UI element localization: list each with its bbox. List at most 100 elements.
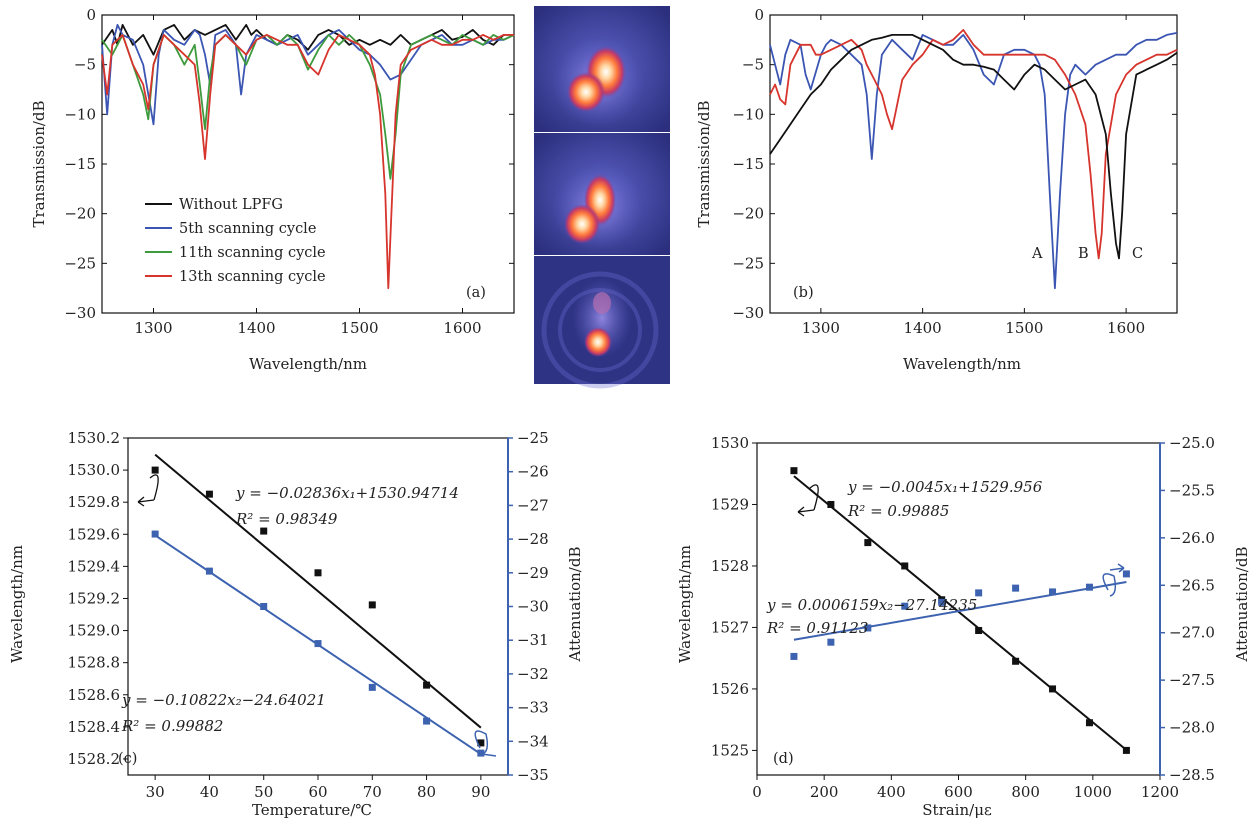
panel-a-ytick-label: 0 <box>86 6 96 24</box>
panel-b-xtick-label: 1300 <box>802 319 840 337</box>
panel-c-ytick-label-right: −30 <box>517 598 549 616</box>
panel-c-ytick-label-right: −27 <box>517 496 549 514</box>
panel-c-data-point-2 <box>151 530 159 538</box>
panel-b-ytick-label: −30 <box>732 304 764 322</box>
panel-c-xtick-label: 40 <box>200 783 219 801</box>
mode-field-images <box>534 6 670 389</box>
panel-c-xtick-label: 90 <box>471 783 490 801</box>
panel-d-data-point-1 <box>901 562 909 570</box>
panel-a-series-line-4 <box>101 34 514 290</box>
panel-c-data-point-1 <box>260 527 268 535</box>
panel-c: 30 40 50 60 70 80 90 1528.2 1528.4 1528.6 1528.8 15… <box>8 429 584 819</box>
panel-a-xlabel: Wavelength/nm <box>249 355 367 373</box>
panel-c-ytick-label: 1529.0 <box>68 622 121 640</box>
panel-b-xtick-label: 1500 <box>1005 319 1043 337</box>
panel-d-r2-2: R² = 0.91123 <box>766 619 868 637</box>
panel-c-xtick-label: 70 <box>363 783 382 801</box>
panel-d-data-point-1 <box>975 627 983 635</box>
panel-a-ytick-label: −10 <box>64 105 96 123</box>
panel-d-xtick-label: 600 <box>944 783 973 801</box>
panel-d-ytick-label: 1528 <box>711 557 749 575</box>
panel-d-data-point-2 <box>1122 570 1130 578</box>
panel-b-plot-frame <box>769 14 1178 314</box>
panel-b-ylabel: Transmission/dB <box>695 100 713 227</box>
panel-d-data-point-2 <box>827 638 835 646</box>
panel-c-left-axis-arrow <box>137 474 159 507</box>
panel-d-xtick-label: 0 <box>752 783 762 801</box>
panel-d-data-point-1 <box>1012 657 1020 665</box>
panel-b-label: (b) <box>793 285 814 301</box>
panel-c-ytick-label-right: −32 <box>517 665 549 683</box>
panel-b-ytick-label: 0 <box>754 6 764 24</box>
panel-d-ytick-label: 1529 <box>711 495 749 513</box>
panel-c-ytick-label: 1530.2 <box>68 429 121 447</box>
panel-a-series-line-3 <box>101 34 515 180</box>
panel-d-data-point-1 <box>1122 746 1130 754</box>
panel-d-fit-line-1 <box>793 475 1128 751</box>
panel-d-ytick-label: 1527 <box>711 618 749 636</box>
panel-d-label: (d) <box>773 751 794 767</box>
panel-b-xtick-label: 1600 <box>1107 319 1145 337</box>
panel-d-equation-1: y = −0.0045x₁+1529.956 <box>847 478 1043 496</box>
panel-d-equation-2: y = 0.0006159x₂−27.14235 <box>766 596 977 614</box>
panel-c-ytick-label-right: −31 <box>517 631 549 649</box>
panel-d-xtick-label: 200 <box>810 783 839 801</box>
panel-c-ytick-label: 1529.2 <box>68 589 121 607</box>
panel-d-ytick-label: 1526 <box>711 680 749 698</box>
panel-c-data-point-2 <box>260 603 268 610</box>
panel-c-ytick-label: 1530.0 <box>68 461 121 479</box>
panel-a-ylabel: Transmission/dB <box>30 100 48 227</box>
panel-c-xtick-label: 80 <box>417 783 436 801</box>
panel-d-data-point-1 <box>827 500 835 508</box>
panel-c-data-point-1 <box>477 739 485 747</box>
panel-c-ytick-label-right: −26 <box>517 463 549 481</box>
panel-b-ytick-label: −20 <box>732 205 764 223</box>
panel-b-annotation-a: A <box>1031 246 1043 262</box>
panel-d-r2-1: R² = 0.99885 <box>847 502 949 520</box>
panel-d-fit-line-2 <box>793 580 1127 641</box>
panel-b-annotation-b: B <box>1078 246 1089 262</box>
panel-d-data-point-2 <box>1012 584 1020 592</box>
panel-d-data-point-2 <box>864 624 872 632</box>
panel-c-data-point-2 <box>477 749 485 757</box>
panel-c-ytick-label: 1529.4 <box>68 557 121 575</box>
panel-c-data-point-1 <box>423 681 431 689</box>
panel-d-ytick-label-right: −27.0 <box>1169 624 1215 642</box>
panel-c-xtick-label: 30 <box>146 783 165 801</box>
panel-c-data-point-1 <box>205 490 213 498</box>
legend-entry-13th-cycle: 13th scanning cycle <box>179 269 326 285</box>
panel-c-ytick-label: 1529.6 <box>68 525 121 543</box>
panel-b-series-line-2 <box>769 29 1178 260</box>
legend-entry-without-lpfg: Without LPFG <box>179 197 283 213</box>
panel-c-label: (c) <box>118 751 137 767</box>
panel-c-data-point-2 <box>205 567 213 575</box>
panel-d-data-point-1 <box>1085 719 1093 727</box>
panel-a: 1300 1400 1500 1600 0 −5 −10 −15 −20 −25 −30 (a) W… <box>30 6 515 373</box>
panel-d-data-point-2 <box>901 602 909 610</box>
panel-b-xtick-label: 1400 <box>904 319 942 337</box>
panel-c-ytick-label-right: −34 <box>517 732 549 750</box>
panel-b-series-line-1 <box>769 32 1178 290</box>
panel-b-series-line-3 <box>769 34 1178 260</box>
panel-b-ytick-label: −25 <box>732 254 764 272</box>
panel-d-ytick-label-right: −26.0 <box>1169 529 1215 547</box>
panel-d: 0 200 400 600 800 1000 1200 1525 1526 1527 1528 152… <box>676 434 1251 819</box>
panel-b-ytick-label: −5 <box>742 56 764 74</box>
panel-a-xtick-label: 1600 <box>443 319 481 337</box>
panel-d-ytick-label-right: −28.5 <box>1169 766 1215 784</box>
mode-image-bottom <box>534 256 670 389</box>
mode-image-middle <box>534 133 670 255</box>
panel-c-ytick-label-right: −29 <box>517 564 549 582</box>
panel-c-ytick-label: 1528.2 <box>68 750 121 768</box>
panel-c-ytick-label-right: −28 <box>517 530 549 548</box>
panel-c-xlabel: Temperature/℃ <box>252 801 372 819</box>
panel-a-xtick-label: 1500 <box>340 319 378 337</box>
panel-a-legend: Without LPFG 5th scanning cycle 11th sca… <box>145 197 326 285</box>
panel-d-ytick-label: 1525 <box>711 741 749 759</box>
panel-d-ytick-label-right: −27.5 <box>1169 671 1215 689</box>
panel-a-ytick-label: −15 <box>64 155 96 173</box>
panel-d-xtick-label: 1000 <box>1074 783 1112 801</box>
panel-d-ytick-label-right: −25.5 <box>1169 481 1215 499</box>
panel-c-data-point-2 <box>314 640 322 648</box>
legend-entry-5th-cycle: 5th scanning cycle <box>179 221 316 237</box>
